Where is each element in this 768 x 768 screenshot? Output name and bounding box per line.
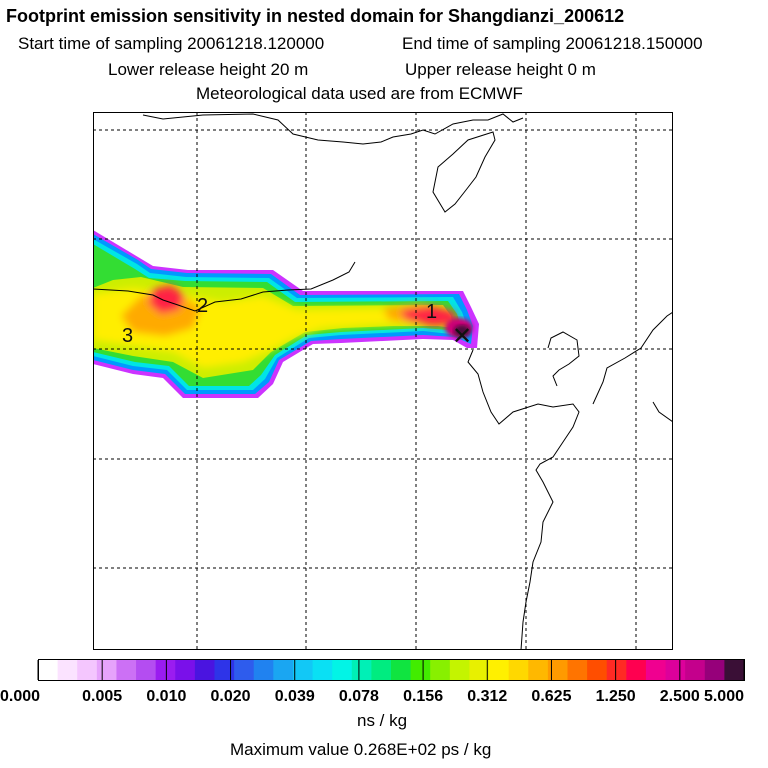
country-border [93, 261, 356, 312]
colorbar-labels: 0.000 0.005 0.010 0.020 0.039 0.078 0.156 0.312… [0, 688, 744, 705]
colorbar-tick-label: 0.010 [146, 688, 186, 705]
colorbar-cell [685, 660, 706, 680]
colorbar-cell [606, 660, 627, 680]
colorbar-cell [116, 660, 137, 680]
colorbar-cell [332, 660, 353, 680]
colorbar-cell [645, 660, 667, 680]
coastline-north [142, 113, 524, 145]
footprint-map: 1 2 3 ✕ [93, 112, 673, 650]
plume-red-west [149, 285, 185, 314]
colorbar-cell [704, 660, 725, 680]
colorbar-cell [547, 660, 569, 680]
point-label-3: 3 [122, 325, 133, 347]
colorbar-tick-label: 0.312 [467, 688, 507, 705]
colorbar-cell [155, 660, 176, 680]
colorbar-cell [410, 660, 431, 680]
colorbar-cells [38, 660, 745, 680]
coastline-peninsula [547, 331, 580, 387]
colorbar-tick-label: 0.039 [275, 688, 315, 705]
met-data-label: Meteorological data used are from ECMWF [196, 84, 523, 103]
colorbar-tick-label: 5.000 [704, 688, 744, 705]
colorbar-cell [587, 660, 608, 680]
colorbar-tick-label: 0.000 [0, 688, 40, 705]
colorbar-cell [96, 660, 118, 680]
colorbar-cell [391, 660, 412, 680]
colorbar-cell [57, 660, 78, 680]
colorbar-cell [292, 660, 314, 680]
coastline-korea-west [652, 401, 673, 423]
colorbar-tick-label: 0.005 [82, 688, 122, 705]
colorbar-tick-label: 0.078 [339, 688, 379, 705]
colorbar-tick-label: 0.156 [403, 688, 443, 705]
point-label-1: 1 [426, 301, 437, 323]
colorbar-cell [175, 660, 196, 680]
colorbar-cell [626, 660, 647, 680]
colorbar-cell [724, 660, 745, 680]
receptor-marker: ✕ [452, 322, 472, 350]
colorbar-cell [234, 660, 255, 680]
colorbar: 0.000 0.005 0.010 0.020 0.039 0.078 0.156 0.312… [0, 659, 745, 705]
colorbar-cell [665, 660, 686, 680]
colorbar-frame [38, 659, 745, 681]
colorbar-cell [469, 660, 490, 680]
colorbar-cell [38, 660, 59, 680]
plume-red-east [401, 306, 457, 326]
point-label-2: 2 [197, 295, 208, 317]
colorbar-cell [77, 660, 98, 680]
colorbar-cell [214, 660, 235, 680]
plume-core [454, 325, 470, 337]
plume-layer [93, 230, 479, 398]
colorbar-cell [273, 660, 294, 680]
colorbar-cell [312, 660, 333, 680]
colorbar-cell [567, 660, 588, 680]
colorbar-cell [489, 660, 510, 680]
map-frame [93, 112, 673, 650]
colorbar-cell [430, 660, 451, 680]
colorbar-cell [136, 660, 157, 680]
colorbar-tick-label: 1.250 [596, 688, 636, 705]
colorbar-cell [449, 660, 471, 680]
start-time-label: Start time of sampling 20061218.120000 [18, 34, 325, 53]
colorbar-cell [351, 660, 372, 680]
end-time-label: End time of sampling 20061218.150000 [402, 34, 703, 53]
colorbar-tick-label: 0.625 [531, 688, 571, 705]
graticule [93, 112, 673, 650]
max-value-label: Maximum value 0.268E+02 ps / kg [230, 740, 492, 759]
colorbar-tick-label: 0.020 [211, 688, 251, 705]
coastlines [93, 113, 673, 650]
colorbar-cell [253, 660, 274, 680]
colorbar-cell [371, 660, 392, 680]
colorbar-cell [528, 660, 549, 680]
colorbar-cell [194, 660, 216, 680]
coastline-bohai [467, 349, 580, 650]
colorbar-cell [508, 660, 529, 680]
map-title: Footprint emission sensitivity in nested… [6, 6, 625, 26]
coastline-east-north [432, 131, 496, 213]
colorbar-units: ns / kg [357, 711, 408, 730]
colorbar-tick-label: 2.500 [660, 688, 700, 705]
upper-height-label: Upper release height 0 m [405, 60, 596, 79]
coastline-korea [592, 311, 673, 405]
lower-height-label: Lower release height 20 m [108, 60, 309, 79]
